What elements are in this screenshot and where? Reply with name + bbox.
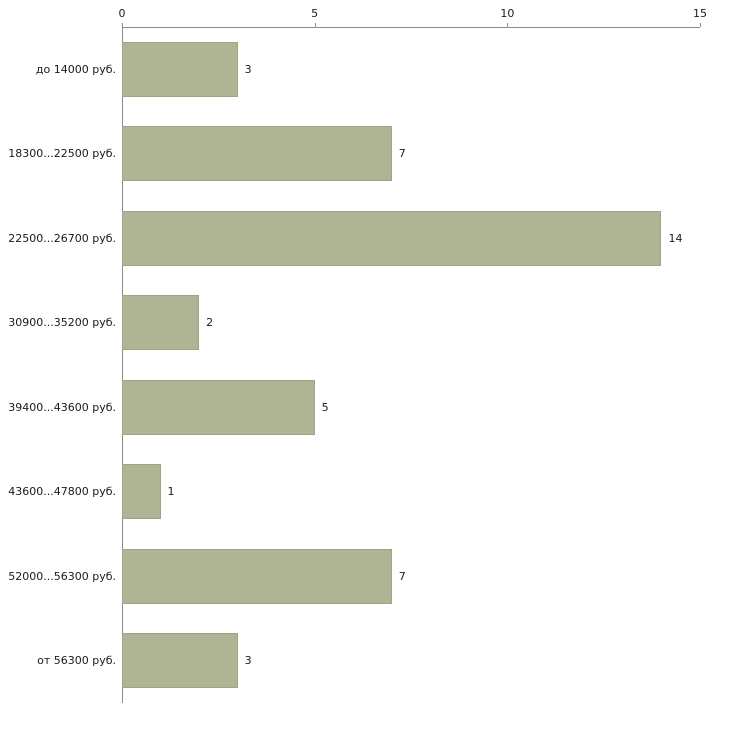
bar [122,210,662,266]
plot-area [122,27,700,703]
bar-track: 7 [122,126,700,182]
bar-row: 43600...47800 руб. 1 [0,450,730,535]
value-label: 5 [321,400,329,414]
bar-track: 5 [122,379,700,435]
bar [122,633,238,689]
category-label: до 14000 руб. [35,62,116,76]
x-axis: 0 5 10 15 [118,0,707,27]
x-tick-label: 15 [693,7,707,20]
value-label: 14 [668,231,683,245]
bar-row: от 56300 руб. 3 [0,619,730,704]
value-label: 3 [244,654,252,668]
bar-row: 22500...26700 руб. 14 [0,196,730,281]
value-label: 7 [398,569,406,583]
value-label: 7 [398,147,406,161]
bar [122,295,200,351]
bar [122,464,161,520]
x-tick-label: 10 [500,7,515,20]
category-label: 52000...56300 руб. [8,569,116,583]
bar-track: 2 [122,295,700,351]
category-label: 22500...26700 руб. [8,231,116,245]
category-label: 39400...43600 руб. [8,400,116,414]
x-tick-mark [122,23,123,27]
bar [122,126,392,182]
bar-track: 1 [122,464,700,520]
category-label: от 56300 руб. [37,654,116,668]
value-label: 2 [206,316,214,330]
category-label: 18300...22500 руб. [8,147,116,161]
x-tick-label: 5 [311,7,319,20]
value-label: 1 [167,485,175,499]
bar-row: 39400...43600 руб. 5 [0,365,730,450]
bar-track: 14 [122,210,700,266]
bar [122,379,315,435]
bar-row: 52000...56300 руб. 7 [0,534,730,619]
bar-track: 3 [122,41,700,97]
x-tick-mark [314,23,316,27]
bar-row: 30900...35200 руб. 2 [0,281,730,366]
bar-track: 7 [122,548,700,604]
x-tick-label: 0 [118,7,126,20]
bar [122,548,392,604]
value-label: 3 [244,62,252,76]
bar-row: 18300...22500 руб. 7 [0,112,730,197]
category-label: 30900...35200 руб. [8,316,116,330]
x-tick-mark [507,23,509,27]
bar-row: до 14000 руб. 3 [0,27,730,112]
category-label: 43600...47800 руб. [8,485,116,499]
bar [122,41,238,97]
bar-track: 3 [122,633,700,689]
chart-rows: до 14000 руб. 3 18300...22500 руб. 7 22500..… [0,27,730,703]
x-tick-mark [700,23,701,27]
